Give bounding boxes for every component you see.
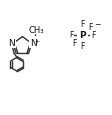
Text: F: F — [80, 20, 85, 29]
Text: CH₃: CH₃ — [28, 26, 44, 34]
Text: F: F — [69, 31, 73, 40]
Text: F: F — [88, 23, 92, 32]
Text: +: + — [35, 39, 40, 44]
Text: F: F — [91, 31, 96, 40]
Text: F: F — [80, 42, 85, 51]
Text: F: F — [72, 38, 77, 47]
Text: N: N — [31, 38, 37, 47]
Text: −: − — [94, 20, 100, 28]
Text: N: N — [8, 39, 15, 47]
Text: P: P — [79, 31, 86, 40]
